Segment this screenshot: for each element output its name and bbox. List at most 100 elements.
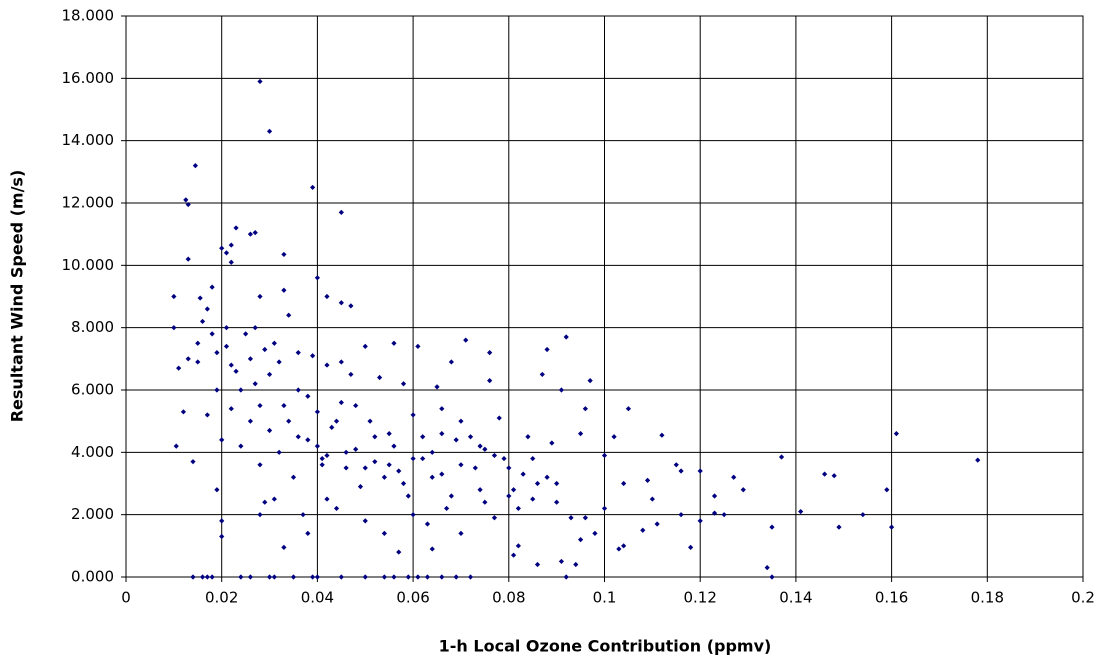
point xyxy=(740,487,746,493)
point xyxy=(271,496,277,502)
point xyxy=(281,402,287,409)
point xyxy=(688,544,694,550)
point xyxy=(257,512,263,518)
point xyxy=(778,454,785,460)
point xyxy=(731,474,737,480)
point xyxy=(822,471,828,477)
y-tick-label: 0.000 xyxy=(71,568,114,586)
point xyxy=(324,496,330,502)
point xyxy=(611,434,617,440)
y-tick-label: 16.000 xyxy=(62,69,115,87)
point xyxy=(530,496,536,502)
y-tick-label: 6.000 xyxy=(71,381,114,399)
point xyxy=(209,331,215,337)
point xyxy=(219,518,225,524)
point xyxy=(209,284,215,290)
x-tick-label: 0.08 xyxy=(492,589,525,607)
point xyxy=(434,384,440,390)
point xyxy=(362,518,368,524)
point xyxy=(353,402,359,409)
point xyxy=(544,346,550,353)
point xyxy=(558,558,565,565)
point xyxy=(487,378,493,384)
point xyxy=(257,402,263,409)
point xyxy=(439,406,445,412)
y-tick-label: 10.000 xyxy=(62,256,115,274)
point xyxy=(616,546,622,552)
point xyxy=(338,300,344,306)
point xyxy=(183,197,189,203)
point xyxy=(223,325,230,331)
y-tick-label: 12.000 xyxy=(62,194,115,212)
point xyxy=(295,387,301,393)
point xyxy=(769,524,775,530)
point xyxy=(266,371,273,378)
point xyxy=(362,343,368,349)
point xyxy=(338,359,344,365)
point xyxy=(697,468,703,474)
point xyxy=(238,387,244,393)
point xyxy=(176,365,182,371)
point xyxy=(649,496,655,502)
point xyxy=(377,374,383,381)
point xyxy=(769,574,775,580)
point xyxy=(257,78,263,85)
point xyxy=(424,574,431,580)
point xyxy=(214,487,220,493)
point xyxy=(228,406,234,412)
point xyxy=(506,493,512,499)
point xyxy=(333,418,340,424)
point xyxy=(310,574,316,580)
point xyxy=(233,225,239,231)
point xyxy=(204,574,210,580)
point xyxy=(563,334,569,340)
point xyxy=(721,512,727,518)
point xyxy=(310,353,316,359)
point xyxy=(228,259,234,265)
point xyxy=(625,406,632,412)
point xyxy=(654,521,660,527)
point xyxy=(305,437,311,443)
point xyxy=(453,574,459,580)
y-tick-label: 18.000 xyxy=(62,7,115,25)
y-tick-label: 4.000 xyxy=(71,443,114,461)
point xyxy=(324,293,330,300)
point xyxy=(577,431,584,437)
point xyxy=(467,434,474,440)
x-tick-label: 0.04 xyxy=(301,589,334,607)
x-tick-label: 0.12 xyxy=(683,589,716,607)
point xyxy=(893,431,899,437)
point xyxy=(582,406,588,412)
point xyxy=(472,465,478,471)
point xyxy=(381,530,387,536)
point xyxy=(836,524,842,530)
point xyxy=(305,530,311,536)
point xyxy=(276,449,282,455)
point xyxy=(300,512,306,518)
point xyxy=(621,480,627,487)
point xyxy=(372,459,378,465)
point xyxy=(257,462,263,468)
point xyxy=(329,424,335,430)
y-tick-label: 2.000 xyxy=(71,505,114,523)
x-tick-label: 0.18 xyxy=(971,589,1004,607)
point xyxy=(262,499,268,505)
point xyxy=(544,474,550,480)
point xyxy=(238,574,244,580)
point xyxy=(659,432,665,438)
point xyxy=(314,443,320,449)
point xyxy=(458,530,464,536)
point xyxy=(568,515,574,521)
point xyxy=(482,499,488,505)
point xyxy=(338,209,344,215)
point xyxy=(439,431,445,437)
point xyxy=(831,473,837,479)
point xyxy=(458,462,464,468)
point xyxy=(410,412,416,418)
point xyxy=(338,574,344,580)
point xyxy=(223,343,230,349)
point xyxy=(171,325,177,331)
point xyxy=(271,574,277,580)
point xyxy=(195,340,201,346)
point xyxy=(515,505,521,512)
